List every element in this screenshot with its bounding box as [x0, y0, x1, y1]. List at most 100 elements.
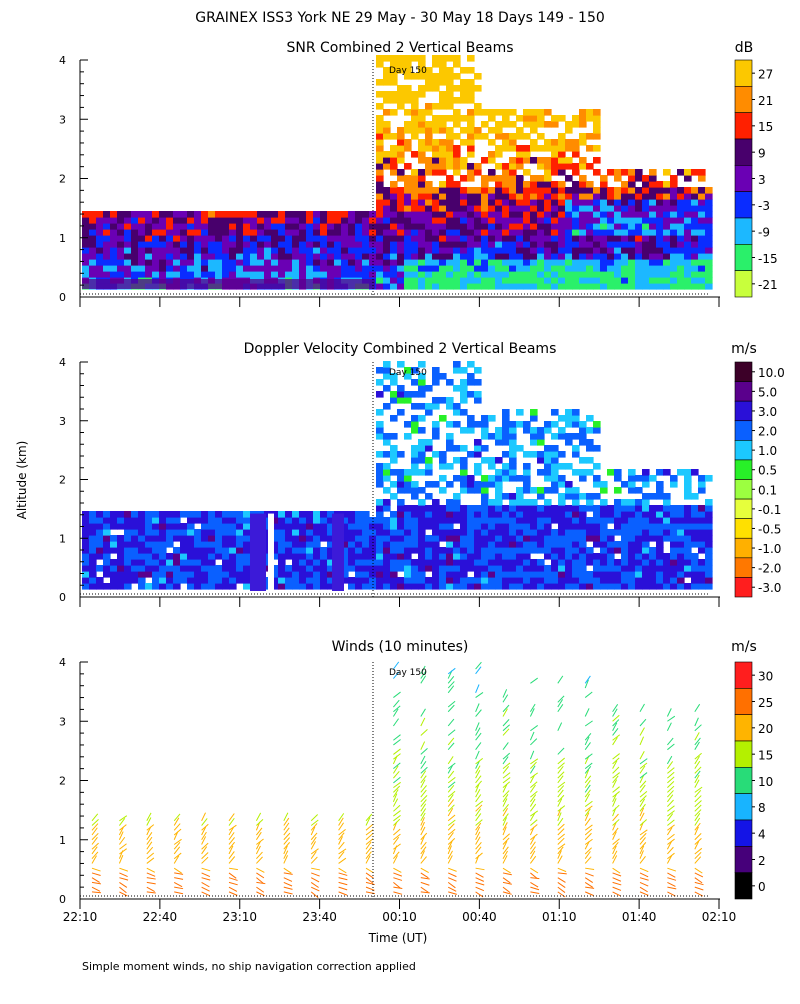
wind-barb: [475, 852, 483, 860]
wind-barb: [475, 794, 482, 803]
wind-barb: [584, 775, 592, 784]
wind-barb: [393, 877, 403, 881]
heatmap-cell: [439, 559, 447, 566]
heatmap-cell: [495, 475, 503, 482]
heatmap-cell: [558, 157, 566, 164]
heatmap-cell: [495, 109, 503, 116]
heatmap-cell: [705, 523, 713, 530]
heatmap-cell: [404, 505, 412, 512]
heatmap-cell: [537, 505, 545, 512]
heatmap-cell: [222, 577, 230, 584]
heatmap-cell: [502, 229, 510, 236]
heatmap-cell: [201, 583, 209, 590]
heatmap-cell: [467, 487, 475, 494]
heatmap-cell: [467, 79, 475, 86]
wind-barb: [255, 812, 262, 822]
heatmap-cell: [453, 361, 461, 368]
heatmap-cell: [642, 481, 650, 488]
heatmap-cell: [222, 511, 230, 518]
wind-barb: [502, 891, 512, 895]
heatmap-cell: [684, 493, 692, 500]
heatmap-cell: [677, 511, 685, 518]
heatmap-cell: [481, 487, 489, 494]
heatmap-cell: [621, 535, 629, 542]
wind-barb: [310, 826, 316, 836]
heatmap-cell: [96, 523, 104, 530]
heatmap-cell: [187, 523, 195, 530]
heatmap-cell: [355, 547, 363, 554]
heatmap-cell: [299, 247, 307, 254]
heatmap-cell: [446, 217, 454, 224]
heatmap-cell: [404, 193, 412, 200]
heatmap-cell: [649, 265, 657, 272]
colorbar-swatch: [734, 400, 753, 422]
y-tick-label: 3: [59, 715, 66, 728]
heatmap-cell: [236, 541, 244, 548]
heatmap-cell: [411, 187, 419, 194]
heatmap-cell: [572, 409, 580, 416]
heatmap-cell: [348, 217, 356, 224]
heatmap-cell: [467, 523, 475, 530]
heatmap-cell: [558, 553, 566, 560]
heatmap-cell: [180, 565, 188, 572]
heatmap-cell: [460, 127, 468, 134]
heatmap-cell: [390, 97, 398, 104]
heatmap-cell: [236, 547, 244, 554]
heatmap-cell: [586, 199, 594, 206]
heatmap-cell: [152, 247, 160, 254]
heatmap-cell: [117, 253, 125, 260]
heatmap-cell: [432, 481, 440, 488]
heatmap-cell: [131, 259, 139, 266]
heatmap-cell: [383, 91, 391, 98]
heatmap-cell: [642, 265, 650, 272]
heatmap-cell: [621, 523, 629, 530]
heatmap-cell: [264, 271, 272, 278]
heatmap-cell: [607, 505, 615, 512]
heatmap-cell: [600, 175, 608, 182]
wind-barb: [283, 886, 293, 890]
heatmap-cell: [320, 253, 328, 260]
heatmap-cell: [180, 511, 188, 518]
heatmap-cell: [684, 205, 692, 212]
heatmap-cell: [348, 223, 356, 230]
heatmap-cell: [229, 517, 237, 524]
heatmap-cell: [355, 223, 363, 230]
wind-barb: [393, 753, 401, 760]
heatmap-cell: [292, 523, 300, 530]
heatmap-cell: [383, 73, 391, 80]
heatmap-cell: [362, 535, 370, 542]
heatmap-cell: [558, 277, 566, 284]
heatmap-cell: [502, 241, 510, 248]
heatmap-cell: [117, 511, 125, 518]
heatmap-cell: [124, 547, 132, 554]
heatmap-cell: [691, 217, 699, 224]
heatmap-cell: [565, 205, 573, 212]
heatmap-cell: [404, 181, 412, 188]
heatmap-cell: [110, 523, 118, 530]
heatmap-cell: [656, 271, 664, 278]
heatmap-cell: [593, 157, 601, 164]
wind-barb: [666, 755, 673, 765]
heatmap-cell: [376, 259, 384, 266]
heatmap-cell: [572, 163, 580, 170]
heatmap-cell: [292, 247, 300, 254]
heatmap-cell: [572, 121, 580, 128]
heatmap-cell: [138, 241, 146, 248]
colorbar-label: 27: [758, 67, 773, 81]
heatmap-cell: [292, 571, 300, 578]
heatmap-cell: [103, 535, 111, 542]
wind-barb: [584, 753, 593, 760]
heatmap-cell: [285, 511, 293, 518]
wind-barb: [694, 752, 702, 760]
wind-barb: [639, 891, 649, 896]
heatmap-cell: [509, 445, 517, 452]
heatmap-cell: [117, 571, 125, 578]
heatmap-cell: [383, 157, 391, 164]
heatmap-cell: [89, 265, 97, 272]
heatmap-cell: [593, 253, 601, 260]
wind-barb: [612, 886, 622, 891]
heatmap-cell: [635, 583, 643, 590]
heatmap-cell: [502, 193, 510, 200]
wind-barb: [502, 833, 511, 841]
heatmap-cell: [691, 187, 699, 194]
